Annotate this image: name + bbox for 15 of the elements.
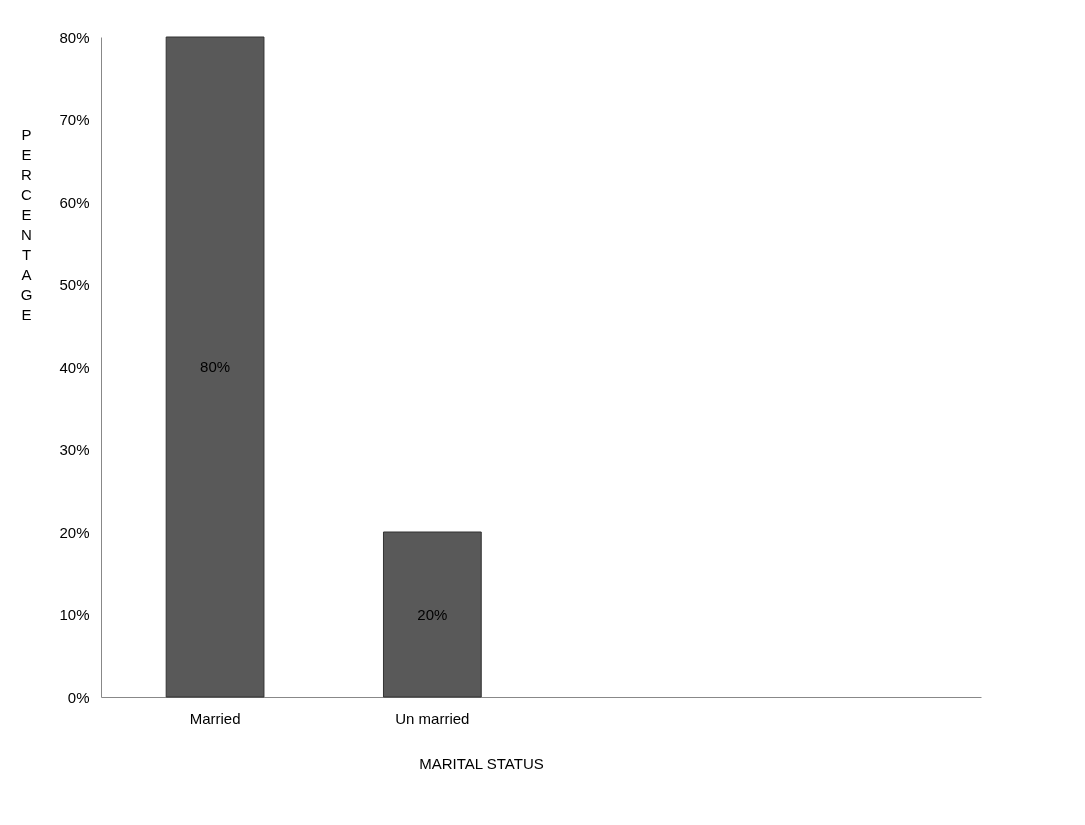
y-tick-label: 40% [59, 358, 90, 376]
y-tick-label: 50% [59, 276, 90, 293]
data-label: 80% [200, 358, 231, 375]
y-tick-label: 80% [59, 28, 90, 46]
y-tick-label: 0% [67, 688, 90, 706]
y-tick-label: 10% [59, 606, 90, 623]
y-tick-label: 60% [59, 193, 90, 211]
x-tick-label: Married [189, 709, 241, 727]
x-axis-title: MARITAL STATUS [419, 754, 544, 772]
x-tick-label: Un married [395, 709, 470, 727]
data-label: 20% [417, 605, 448, 623]
y-tick-label: 30% [59, 441, 90, 458]
text: PERCENTAGE [20, 125, 33, 323]
y-tick-label: 70% [59, 111, 90, 128]
y-tick-label: 20% [59, 523, 90, 541]
